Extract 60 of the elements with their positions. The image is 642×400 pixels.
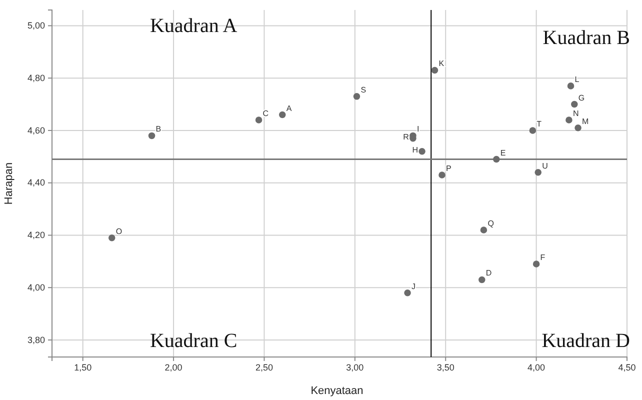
x-tick-label: 3,00 xyxy=(346,362,364,372)
data-label: O xyxy=(116,226,122,236)
point xyxy=(480,226,488,234)
point xyxy=(566,116,572,124)
point xyxy=(574,124,582,132)
data-label: B xyxy=(156,124,162,134)
point xyxy=(493,156,500,163)
x-tick-label: 4,50 xyxy=(618,362,636,372)
point xyxy=(278,111,286,118)
point xyxy=(108,234,116,242)
data-label: C xyxy=(262,108,269,118)
data-label: H xyxy=(412,145,418,154)
data-label: E xyxy=(500,148,506,158)
data-label: S xyxy=(360,85,366,94)
y-tick-label: 4,00 xyxy=(27,282,45,292)
data-label: G xyxy=(578,93,585,102)
x-tick-label: 2,50 xyxy=(255,362,273,372)
data-label: L xyxy=(574,74,580,84)
data-label: I xyxy=(416,124,420,134)
annotation: Kuadran A xyxy=(150,15,238,37)
point xyxy=(255,116,262,124)
data-label: A xyxy=(286,104,292,113)
point xyxy=(532,260,540,268)
point xyxy=(353,93,360,100)
y-tick-label: 4,40 xyxy=(27,178,45,188)
annotation: Kuadran D xyxy=(542,330,630,352)
point xyxy=(567,82,574,90)
x-tick-label: 4,00 xyxy=(528,362,546,372)
annotation: Kuadran B xyxy=(542,27,630,49)
data-label: Q xyxy=(488,218,494,228)
data-label: F xyxy=(540,253,546,262)
data-label: P xyxy=(446,164,452,173)
point xyxy=(571,100,578,108)
y-tick-label: 5,00 xyxy=(27,20,45,31)
data-label: T xyxy=(536,119,542,128)
y-tick-label: 3,80 xyxy=(27,334,45,345)
data-label: N xyxy=(572,108,579,118)
point xyxy=(478,276,486,284)
data-label: U xyxy=(542,161,548,170)
x-tick-label: 2,00 xyxy=(164,362,182,372)
x-axis-title: Kenyataan xyxy=(310,385,364,397)
annotation: Kuadran C xyxy=(150,330,238,352)
point xyxy=(404,289,411,296)
point xyxy=(431,66,438,74)
y-tick-label: 4,60 xyxy=(27,125,45,136)
data-label: R xyxy=(403,132,410,142)
point xyxy=(534,168,542,176)
data-label: K xyxy=(438,59,445,68)
data-label: J xyxy=(412,282,416,291)
data-label: M xyxy=(582,116,590,126)
x-tick-label: 1,50 xyxy=(74,362,92,372)
point xyxy=(529,127,536,134)
point xyxy=(418,148,426,155)
x-tick-label: 3,50 xyxy=(436,362,454,372)
y-axis-title: Harapan xyxy=(3,162,15,205)
point xyxy=(148,132,156,140)
y-tick-label: 4,20 xyxy=(27,230,45,240)
y-tick-label: 4,80 xyxy=(27,72,45,83)
point xyxy=(438,172,446,178)
data-label: D xyxy=(486,268,492,278)
